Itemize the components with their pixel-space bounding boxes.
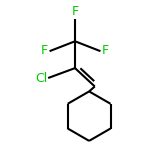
Text: F: F [102, 44, 109, 57]
Text: Cl: Cl [35, 72, 47, 84]
Text: F: F [41, 44, 48, 57]
Text: F: F [71, 5, 79, 18]
